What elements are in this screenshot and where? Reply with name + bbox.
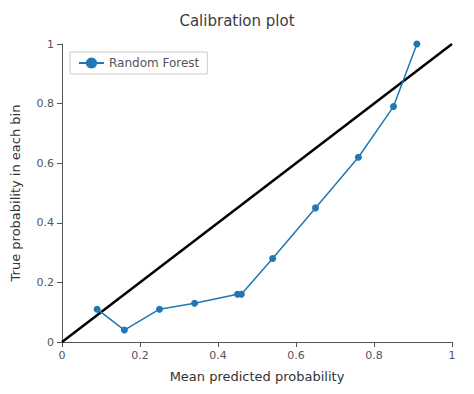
svg-text:1: 1 [449,349,456,362]
svg-text:Random Forest: Random Forest [109,56,200,70]
svg-text:1: 1 [47,38,54,51]
svg-text:0.8: 0.8 [365,349,383,362]
svg-text:0.4: 0.4 [37,216,55,229]
svg-text:0.2: 0.2 [37,276,55,289]
svg-text:0.2: 0.2 [131,349,149,362]
svg-text:Calibration plot: Calibration plot [179,12,294,30]
svg-text:0.6: 0.6 [37,157,55,170]
svg-text:True probability in each bin: True probability in each bin [8,105,23,283]
svg-text:0.4: 0.4 [209,349,227,362]
svg-text:Mean predicted probability: Mean predicted probability [170,369,345,384]
svg-text:0.6: 0.6 [287,349,305,362]
svg-text:0.8: 0.8 [37,97,55,110]
svg-text:0: 0 [47,336,54,349]
svg-text:0: 0 [59,349,66,362]
